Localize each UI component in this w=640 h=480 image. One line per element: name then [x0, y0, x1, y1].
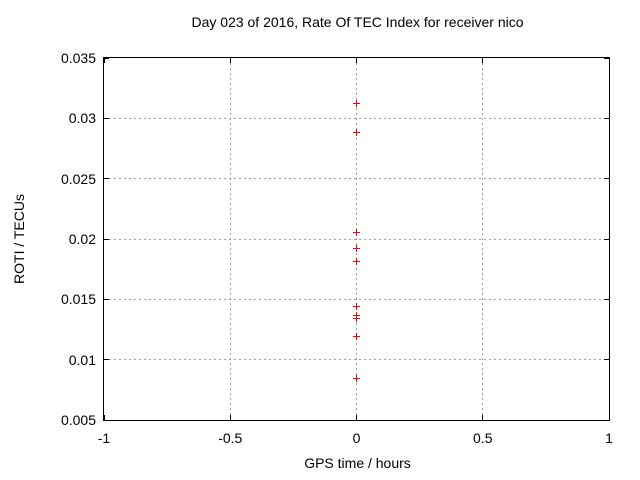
plot-area: [103, 57, 610, 421]
grid-line-vertical: [482, 58, 484, 420]
tick-mark-bottom: [356, 415, 357, 420]
tick-mark-top: [356, 58, 357, 63]
tick-mark-right: [604, 117, 609, 119]
y-tick-label: 0.005: [60, 412, 96, 428]
data-point-marker: [353, 315, 360, 323]
tick-mark-right: [604, 419, 609, 421]
tick-mark-left: [104, 298, 109, 300]
tick-mark-top: [482, 58, 484, 63]
tick-mark-top: [229, 58, 231, 63]
x-axis-label: GPS time / hours: [304, 455, 411, 471]
tick-mark-bottom: [103, 415, 105, 420]
y-tick-label: 0.01: [68, 351, 96, 368]
tick-mark-bottom: [608, 415, 610, 420]
tick-mark-right: [604, 57, 609, 59]
x-tick-label: 0.5: [473, 430, 493, 446]
tick-mark-left: [104, 117, 109, 119]
x-tick-label: 0: [352, 430, 361, 446]
tick-mark-right: [604, 359, 609, 361]
grid-line-vertical: [356, 58, 357, 420]
tick-mark-left: [104, 57, 109, 59]
grid-line-vertical: [229, 58, 231, 420]
x-tick-label: -1: [97, 430, 111, 446]
y-tick-label: 0.035: [60, 50, 96, 66]
tick-mark-bottom: [229, 415, 231, 420]
data-point-marker: [353, 100, 360, 108]
y-tick-label: 0.03: [68, 110, 96, 127]
chart-title: Day 023 of 2016, Rate Of TEC Index for r…: [191, 14, 524, 30]
data-point-marker: [353, 258, 360, 266]
tick-mark-left: [104, 359, 109, 361]
tick-mark-bottom: [482, 415, 484, 420]
y-tick-label: 0.02: [68, 231, 96, 247]
x-tick-label: 1: [605, 430, 613, 446]
x-tick-label: -0.5: [218, 430, 243, 446]
data-point-marker: [353, 245, 360, 253]
tick-mark-right: [604, 238, 609, 240]
tick-mark-right: [604, 298, 609, 300]
tick-mark-right: [604, 178, 609, 180]
tick-mark-top: [608, 58, 610, 63]
data-point-marker: [353, 375, 360, 383]
tick-mark-left: [104, 238, 109, 240]
data-point-marker: [353, 333, 360, 341]
data-point-marker: [353, 229, 360, 237]
y-tick-label: 0.025: [60, 170, 96, 187]
data-point-marker: [353, 129, 360, 137]
tick-mark-left: [104, 419, 109, 421]
tick-mark-top: [103, 58, 105, 63]
data-point-marker: [353, 311, 360, 319]
tick-mark-left: [104, 178, 109, 180]
y-tick-label: 0.015: [60, 291, 96, 308]
data-point-marker: [353, 303, 360, 311]
